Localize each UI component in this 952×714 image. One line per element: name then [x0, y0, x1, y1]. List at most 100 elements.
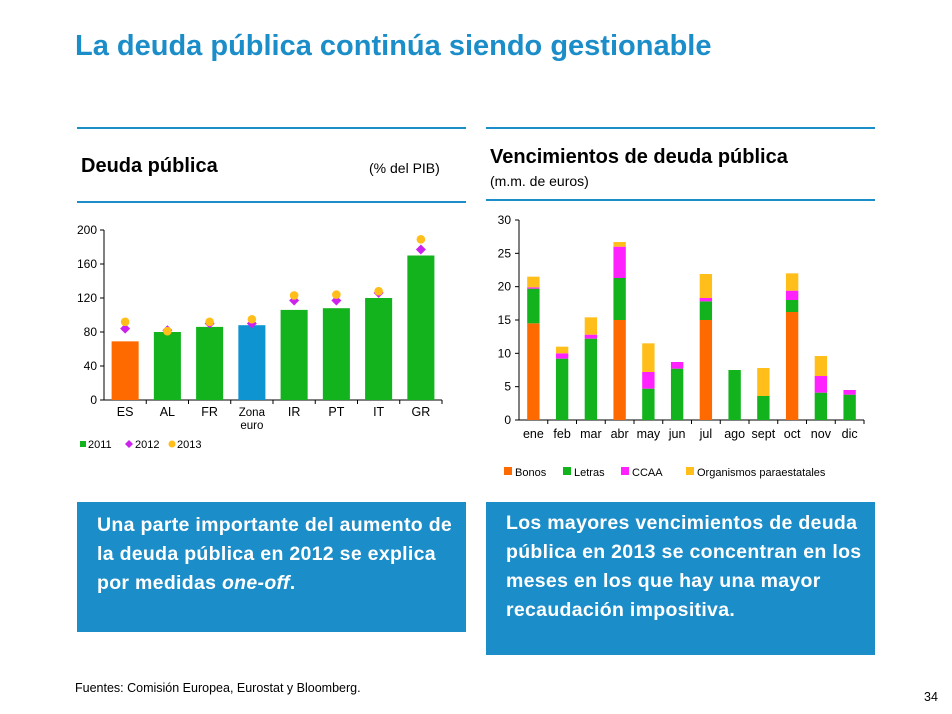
x-tick-label: ES	[117, 405, 134, 419]
marker-2012-7	[415, 244, 426, 255]
marker-2013-1	[163, 326, 172, 336]
y-tick-label: 5	[504, 380, 511, 394]
bar-2011-5	[322, 308, 350, 400]
y-tick-label: 0	[504, 413, 511, 427]
marker-2013-0	[120, 317, 130, 327]
bar-segment-ccaa-2	[584, 334, 598, 339]
left-note-text: Una parte importante del aumento de la d…	[97, 511, 454, 598]
x-tick-label: euro	[240, 420, 263, 432]
legend-swatch-2013	[168, 440, 176, 448]
x-tick-label: abr	[611, 427, 629, 441]
x-tick-label: GR	[412, 405, 431, 419]
x-tick-label: PT	[328, 405, 344, 419]
left-chart-unit: (% del PIB)	[369, 160, 440, 176]
bar-2011-4	[280, 309, 308, 400]
bar-segment-bonos-6	[699, 320, 713, 420]
legend-label: Organismos paraestatales	[697, 467, 826, 479]
bar-2011-6	[365, 298, 393, 400]
x-tick-label: may	[637, 427, 661, 441]
marker-2012-4	[289, 295, 300, 306]
bar-segment-organismos-paraestatales-3	[613, 242, 626, 247]
bar-segment-ccaa-9	[785, 290, 799, 300]
legend-label-2013: 2013	[177, 439, 201, 451]
bar-segment-letras-10	[814, 392, 828, 420]
legend-swatch	[504, 467, 512, 475]
bar-segment-organismos-paraestatales-9	[785, 273, 799, 291]
marker-2012-5	[331, 295, 342, 306]
x-tick-label: oct	[784, 427, 801, 441]
y-tick-label: 10	[498, 346, 512, 360]
legend-swatch-2011	[80, 441, 86, 447]
bar-segment-letras-5	[670, 368, 684, 420]
right-bottom-rule	[486, 199, 875, 201]
bar-segment-ccaa-3	[613, 246, 626, 278]
y-tick-label: 20	[498, 280, 512, 294]
y-tick-label: 80	[84, 325, 98, 339]
y-tick-label: 25	[498, 246, 512, 260]
left-bottom-rule	[77, 201, 466, 203]
marker-2013-2	[205, 317, 214, 327]
left-note-box: Una parte importante del aumento de la d…	[77, 502, 466, 632]
right-note-text: Los mayores vencimientos de deuda públic…	[506, 512, 862, 621]
left-note-text-end: .	[289, 572, 296, 594]
legend-label: Bonos	[515, 467, 547, 479]
bar-segment-ccaa-6	[699, 298, 713, 302]
x-tick-label: IT	[373, 405, 384, 419]
x-tick-label: sept	[752, 427, 776, 441]
bar-segment-letras-8	[757, 396, 770, 420]
legend-swatch	[686, 467, 694, 475]
x-tick-label: mar	[580, 427, 602, 441]
bar-segment-letras-0	[527, 288, 540, 324]
bar-segment-letras-9	[785, 300, 799, 312]
bar-segment-organismos-paraestatales-8	[757, 368, 770, 396]
bar-segment-letras-7	[728, 370, 741, 420]
legend-label: CCAA	[632, 467, 663, 479]
marker-2013-5	[332, 290, 341, 299]
bar-segment-ccaa-1	[555, 353, 569, 359]
bar-segment-letras-3	[613, 278, 626, 320]
bar-segment-bonos-0	[527, 323, 540, 420]
legend-label-2012: 2012	[135, 439, 159, 451]
legend-swatch-2012	[125, 440, 133, 448]
bar-segment-ccaa-4	[642, 372, 655, 389]
legend-swatch	[621, 467, 629, 475]
marker-2013-7	[416, 235, 426, 244]
bar-segment-letras-4	[642, 388, 655, 420]
bar-segment-letras-2	[584, 338, 598, 420]
bar-segment-organismos-paraestatales-6	[699, 274, 713, 298]
right-chart-unit: (m.m. de euros)	[490, 173, 589, 189]
bar-2011-0	[111, 341, 139, 400]
x-tick-label: jul	[699, 427, 713, 441]
right-note-box: Los mayores vencimientos de deuda públic…	[486, 502, 875, 655]
bar-segment-organismos-paraestatales-10	[814, 356, 828, 376]
bar-segment-letras-6	[699, 301, 713, 320]
left-note-text-part: Una parte importante del aumento de la d…	[97, 514, 453, 594]
bar-segment-organismos-paraestatales-2	[584, 317, 598, 335]
legend-label: Letras	[574, 467, 605, 479]
legend-swatch	[563, 467, 571, 475]
x-tick-label: FR	[201, 405, 218, 419]
bar-2011-1	[153, 332, 181, 400]
page-number: 34	[924, 690, 938, 704]
x-tick-label: jun	[668, 427, 686, 441]
bar-segment-ccaa-10	[814, 376, 828, 393]
page-title: La deuda pública continúa siendo gestion…	[75, 30, 712, 62]
bar-2011-2	[196, 326, 224, 400]
x-tick-label: nov	[811, 427, 832, 441]
left-chart-title: Deuda pública	[81, 155, 218, 177]
y-tick-label: 120	[77, 291, 97, 305]
x-tick-label: ene	[523, 427, 544, 441]
left-top-rule	[77, 127, 466, 129]
debt-maturities-chart: 0 5 10 15 20 25 30 ene feb mar abr may jun jul ago sept…	[498, 213, 865, 479]
x-tick-label: ago	[724, 427, 745, 441]
bar-segment-letras-11	[843, 394, 856, 420]
legend-label-2011: 2011	[88, 439, 112, 451]
y-tick-label: 0	[90, 393, 97, 407]
y-tick-label: 160	[77, 257, 97, 271]
sources-footer: Fuentes: Comisión Europea, Eurostat y Bl…	[75, 681, 361, 695]
bar-segment-ccaa-11	[843, 390, 856, 395]
x-tick-label: feb	[553, 427, 570, 441]
y-tick-label: 30	[498, 213, 512, 227]
bar-segment-bonos-9	[785, 312, 799, 420]
